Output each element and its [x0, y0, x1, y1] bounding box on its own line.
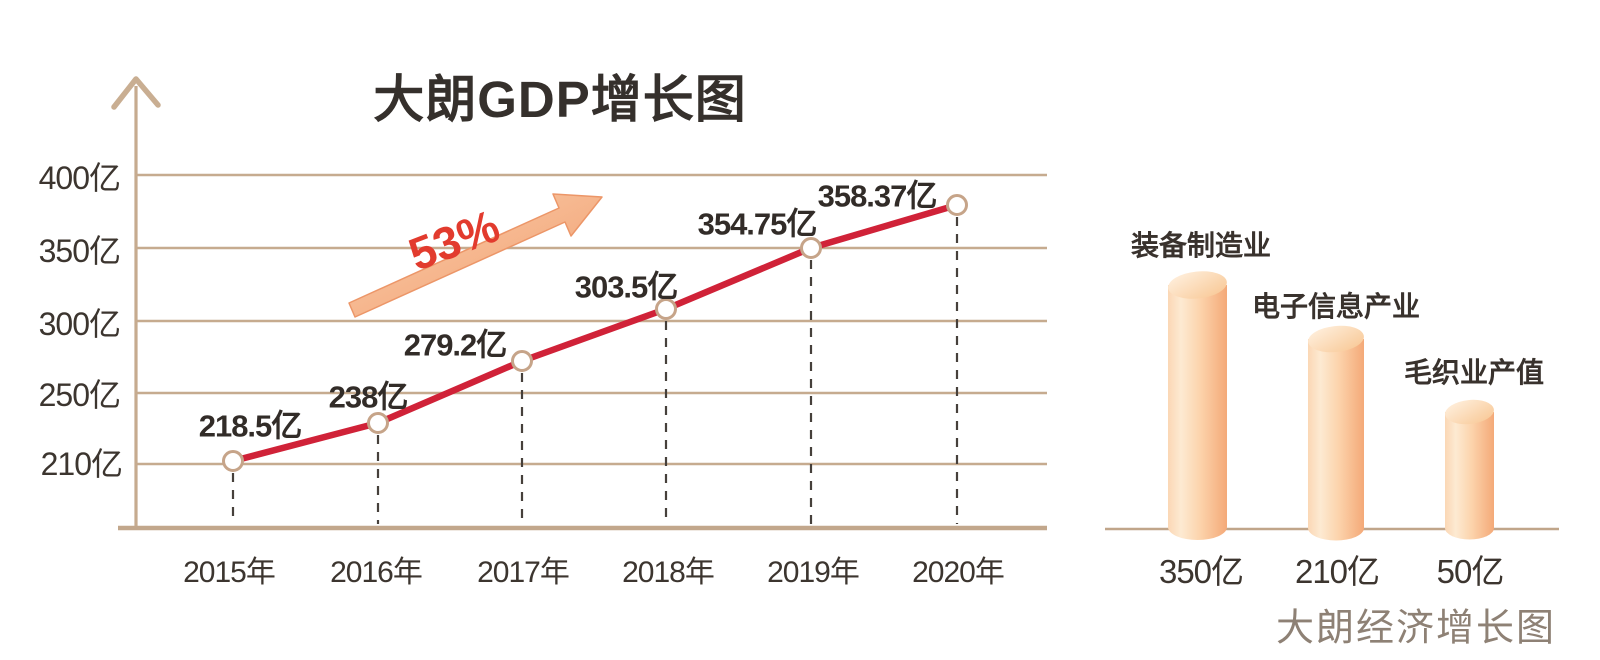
- data-point-marker: [367, 412, 389, 434]
- bar-value-electronics: 210亿: [1294, 553, 1380, 590]
- cylinder-bar-wool: [1445, 399, 1494, 540]
- y-tick-250: 250亿: [38, 377, 121, 413]
- data-point-marker: [511, 350, 533, 372]
- cylinder-bar-equipment: [1168, 271, 1227, 540]
- y-tick-300: 300亿: [38, 306, 121, 342]
- x-tick-2019: 2019年: [767, 556, 860, 589]
- x-tick-2016: 2016年: [330, 556, 423, 589]
- x-tick-2020: 2020年: [912, 556, 1005, 589]
- x-tick-2018: 2018年: [622, 556, 715, 589]
- cylinder-bar-electronics: [1308, 325, 1364, 541]
- bar-label-wool: 毛织业产值: [1403, 357, 1545, 388]
- gdp-line-chart: [111, 76, 1047, 531]
- industry-chart-caption: 大朗经济增长图: [1275, 607, 1557, 650]
- x-tick-2015: 2015年: [183, 556, 276, 589]
- data-point-marker: [222, 450, 244, 472]
- data-point-markers: [222, 194, 968, 472]
- bar-label-electronics: 电子信息产业: [1251, 291, 1421, 322]
- gdp-line: [229, 201, 961, 465]
- data-point-marker: [800, 237, 822, 259]
- y-tick-210: 210亿: [40, 446, 123, 482]
- point-label-2016: 238亿: [328, 379, 409, 415]
- droplines: [231, 217, 959, 524]
- industry-bar-chart: [1105, 271, 1559, 541]
- gdp-chart-title: 大朗GDP增长图: [373, 71, 747, 128]
- bar-value-wool: 50亿: [1436, 553, 1505, 590]
- bar-value-equipment: 350亿: [1158, 553, 1244, 590]
- y-tick-350: 350亿: [38, 233, 121, 269]
- bar-label-equipment: 装备制造业: [1130, 230, 1272, 261]
- gridlines: [136, 173, 1047, 466]
- y-axis-arrow-icon: [111, 76, 161, 110]
- point-label-2020: 358.37亿: [817, 178, 938, 214]
- point-label-2017: 279.2亿: [403, 327, 508, 363]
- data-point-marker: [655, 298, 677, 320]
- x-tick-2017: 2017年: [477, 556, 570, 589]
- point-label-2015: 218.5亿: [198, 408, 303, 444]
- data-point-marker: [946, 194, 968, 216]
- growth-arrow-icon: [348, 193, 603, 318]
- y-tick-400: 400亿: [38, 160, 121, 196]
- point-label-2019: 354.75亿: [697, 206, 818, 242]
- point-label-2018: 303.5亿: [574, 269, 679, 305]
